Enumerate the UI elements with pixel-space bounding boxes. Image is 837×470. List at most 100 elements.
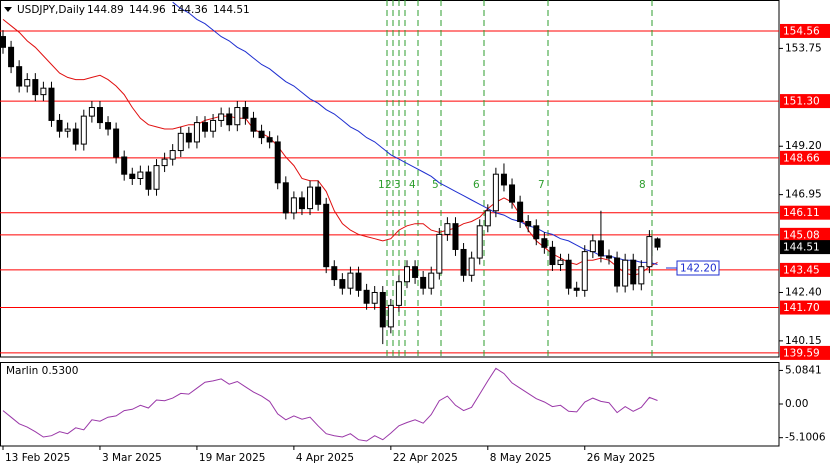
candle-body	[565, 259, 572, 289]
candle-body	[202, 122, 208, 132]
level-label: 139.59	[783, 347, 820, 359]
candle-body	[32, 79, 39, 96]
candle-body	[444, 223, 451, 235]
candle-body	[654, 238, 661, 248]
level-label: 146.11	[783, 207, 820, 219]
candle-body	[630, 259, 637, 285]
y-tick-label: 153.75	[785, 42, 822, 54]
candle-body	[371, 291, 378, 304]
candle-body	[56, 119, 63, 132]
menu-icon	[4, 7, 12, 12]
candle-body	[16, 66, 23, 87]
candle-body	[24, 79, 31, 87]
candle-body	[121, 156, 128, 175]
candle-body	[492, 173, 499, 212]
candle-body	[234, 107, 241, 126]
y-tick-label: -5.1006	[785, 432, 826, 444]
candle-body	[64, 128, 71, 132]
candle-body	[347, 272, 354, 289]
level-label-box	[780, 205, 830, 220]
candle-body	[193, 122, 200, 143]
candle-body	[597, 240, 604, 257]
level-label-box	[780, 262, 830, 277]
candle-body	[379, 291, 386, 328]
candle-body	[145, 171, 152, 190]
candle-body	[274, 141, 281, 184]
candle-body	[282, 182, 289, 214]
overlay-line	[2, 19, 658, 276]
candle-body	[0, 36, 6, 48]
candle-body	[412, 266, 419, 278]
ohlc-high: 144.96	[129, 4, 166, 16]
y-tick-label: 142.40	[785, 286, 822, 298]
overlay-line	[172, 1, 658, 265]
overlays	[2, 1, 658, 276]
candle-body	[137, 171, 144, 179]
candle-body	[646, 236, 653, 268]
candle-body	[105, 122, 112, 130]
candle-body	[258, 130, 265, 139]
candle-body	[185, 132, 192, 143]
level-label: 148.66	[783, 152, 820, 164]
candle-body	[113, 128, 120, 158]
x-tick-label: 19 Mar 2025	[199, 452, 266, 464]
candle-body	[541, 238, 548, 248]
y-tick-label: 0.00	[785, 398, 808, 410]
candle-body	[452, 223, 459, 250]
candle-body	[8, 46, 15, 68]
indicator-title: Marlin 0.5300	[6, 365, 78, 377]
x-tick-label: 3 Mar 2025	[102, 452, 162, 464]
candle-body	[355, 272, 362, 291]
candle-body	[589, 240, 596, 253]
candle-body	[250, 117, 257, 132]
x-tick-label: 26 May 2025	[587, 452, 655, 464]
wave-label: 2	[385, 179, 392, 191]
candle-body	[129, 173, 136, 179]
candle-body	[339, 279, 346, 289]
candle-body	[606, 255, 612, 259]
level-label-box	[780, 345, 830, 360]
candle-body	[428, 272, 435, 289]
y-tick-label: 146.95	[785, 189, 822, 201]
level-label-box	[780, 94, 830, 109]
level-label: 151.30	[783, 96, 820, 108]
wave-label: 7	[538, 179, 545, 191]
wave-label: 1	[378, 179, 385, 191]
candle-body	[581, 251, 588, 291]
candle-body	[436, 233, 443, 274]
y-tick-label: 5.0841	[785, 364, 822, 376]
y-tick-label: 149.20	[785, 140, 822, 152]
wave-label: 4	[409, 179, 416, 191]
candle-body	[226, 113, 233, 126]
level-label-box	[780, 23, 830, 38]
candle-body	[638, 266, 645, 285]
x-tick-label: 13 Feb 2025	[5, 452, 70, 464]
candle-body	[533, 225, 540, 240]
candle-body	[218, 113, 225, 121]
wave-label: 3	[394, 179, 401, 191]
candle-body	[476, 225, 483, 259]
candle-body	[557, 259, 564, 266]
candle-body	[573, 287, 580, 291]
candle-body	[404, 266, 410, 283]
candle-body	[517, 201, 524, 223]
ohlc-low: 144.36	[171, 4, 208, 16]
x-tick-label: 22 Apr 2025	[393, 452, 458, 464]
candle-body	[484, 210, 491, 227]
candle-body	[307, 186, 314, 210]
candle-body	[331, 266, 338, 281]
level-label-box	[780, 150, 830, 165]
candle-body	[549, 246, 556, 266]
indicator-panel	[0, 362, 780, 447]
indicator	[2, 367, 658, 442]
axes: 153.75 149.20 146.95 142.40 140.15 154.56 151.…	[2, 23, 830, 464]
current-price: 144.51	[783, 242, 820, 254]
candle-body	[500, 173, 507, 186]
candle-body	[290, 197, 297, 214]
candle-body	[266, 137, 273, 143]
candle-body	[177, 132, 184, 152]
candle-body	[363, 289, 370, 304]
candle-body	[420, 276, 427, 289]
ohlc-close: 144.51	[213, 4, 250, 16]
